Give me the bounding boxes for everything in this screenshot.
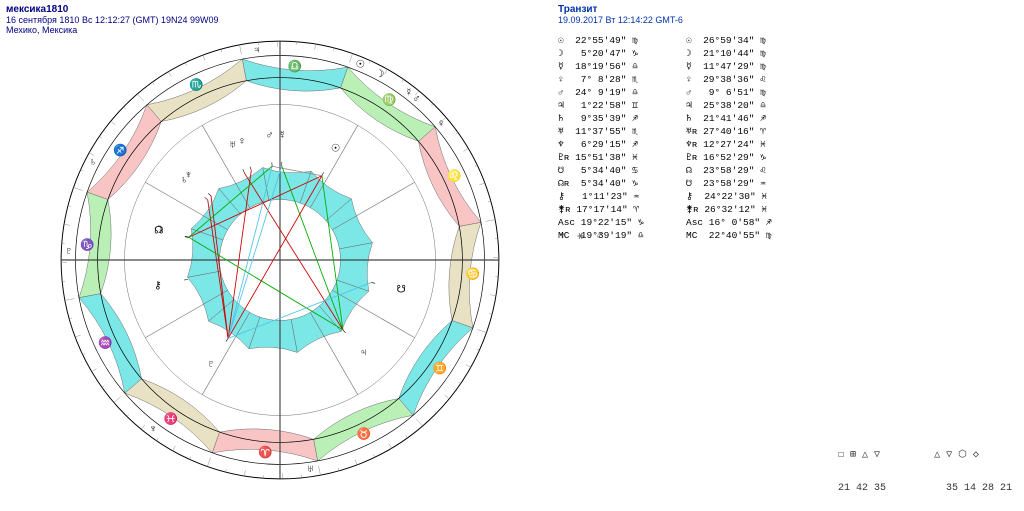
natal-planet-cell: ♀ 7° 8'28" ♏: [558, 73, 686, 86]
transit-planet-cell: Asc 16° 0'58" ♐: [686, 216, 814, 229]
svg-text:♃: ♃: [360, 347, 368, 359]
transit-planet-cell: ♄ 21°41'46" ♐: [686, 112, 814, 125]
transit-planet-cell: ♅ʀ 27°40'16" ♈: [686, 125, 814, 138]
svg-text:♆: ♆: [149, 423, 157, 435]
aspect-glyph-row: ♆ ⚹ ♂: [558, 230, 607, 243]
planet-row: ♂ 24° 9'19" ♎♂ 9° 6'51" ♍: [558, 86, 814, 99]
transit-planet-cell: ☉ 26°59'34" ♍: [686, 34, 814, 47]
planet-row: ⚷ 1°11'23" ♒⚷ 24°22'30" ♓: [558, 190, 814, 203]
transit-planet-cell: ♀ 29°38'36" ♌: [686, 73, 814, 86]
transit-title: Транзит: [558, 4, 683, 15]
svg-text:♂: ♂: [266, 130, 274, 142]
svg-text:♂: ♂: [413, 93, 421, 105]
transit-planet-cell: ♇ʀ 16°52'29" ♑: [686, 151, 814, 164]
svg-text:♎: ♎: [288, 59, 302, 73]
svg-text:♇: ♇: [65, 245, 73, 257]
transit-planet-cell: ♆ʀ 12°27'24" ♓: [686, 138, 814, 151]
svg-text:♒: ♒: [98, 336, 112, 350]
planet-row: ☉ 22°55'49" ♍☉ 26°59'34" ♍: [558, 34, 814, 47]
natal-planet-cell: ♅ 11°37'55" ♏: [558, 125, 686, 138]
svg-text:☉: ☉: [356, 59, 365, 71]
planet-position-table: ☉ 22°55'49" ♍☉ 26°59'34" ♍☽ 5°20'47" ♑☽ …: [558, 34, 814, 242]
svg-text:♐: ♐: [113, 143, 127, 157]
svg-text:☿: ☿: [278, 129, 286, 141]
natal-planet-cell: ♂ 24° 9'19" ♎: [558, 86, 686, 99]
planet-row: ♆ 6°29'15" ♐♆ʀ 12°27'24" ♓: [558, 138, 814, 151]
planet-row: ♀ 7° 8'28" ♏♀ 29°38'36" ♌: [558, 73, 814, 86]
transit-date-line: 19.09.2017 Вт 12:14:22 GMT-6: [558, 15, 683, 25]
natal-title: мексика1810: [6, 4, 219, 15]
natal-planet-cell: ⚵ʀ 17°17'14" ♈: [558, 203, 686, 216]
natal-planet-cell: ☋ 5°34'40" ♋: [558, 164, 686, 177]
svg-text:♋: ♋: [466, 267, 480, 281]
footer-symbol-row: ☐ ⊞ △ ▽ △ ▽ ⬡ ◇ 21 42 35 35 14 28 21: [838, 427, 1012, 505]
svg-text:♑: ♑: [80, 237, 94, 251]
svg-text:♄: ♄: [89, 156, 97, 168]
svg-text:♆: ♆: [185, 169, 193, 181]
natal-planet-cell: Asc 19°22'15" ♑: [558, 216, 686, 229]
planet-row: ☿ 18°19'56" ♎☿ 11°47'29" ♍: [558, 60, 814, 73]
transit-planet-cell: ☽ 21°10'44" ♍: [686, 47, 814, 60]
svg-text:♈: ♈: [258, 445, 272, 459]
svg-text:♀: ♀: [238, 135, 246, 147]
transit-header: Транзит 19.09.2017 Вт 12:14:22 GMT-6: [558, 4, 683, 25]
transit-planet-cell: MC 22°40'55" ♍: [686, 229, 814, 242]
planet-row: ☊ʀ 5°34'40" ♑☋ 23°58'29" ♒: [558, 177, 814, 190]
svg-text:♇: ♇: [207, 358, 215, 370]
transit-planet-cell: ♂ 9° 6'51" ♍: [686, 86, 814, 99]
svg-text:⚷: ⚷: [154, 280, 162, 292]
planet-row: ♄ 9°35'39" ♐♄ 21°41'46" ♐: [558, 112, 814, 125]
footer-numbers: 21 42 35 35 14 28 21: [838, 483, 1012, 494]
natal-planet-cell: ♄ 9°35'39" ♐: [558, 112, 686, 125]
natal-planet-cell: ♆ 6°29'15" ♐: [558, 138, 686, 151]
transit-planet-cell: ⚵ʀ 26°32'12" ♓: [686, 203, 814, 216]
svg-text:☽: ☽: [375, 68, 384, 80]
transit-planet-cell: ☊ 23°58'29" ♌: [686, 164, 814, 177]
transit-planet-cell: ♃ 25°38'20" ♎: [686, 99, 814, 112]
natal-chart-wheel: ♈♉♊♋♌♍♎♏♐♑♒♓☉☽☿♀♂♃♄♅♆♇☊☋⚷☉☽☿♀♂♃♄♅♆♇: [20, 20, 540, 500]
natal-planet-cell: ♃ 1°22'58" ♊: [558, 99, 686, 112]
svg-text:☊: ☊: [154, 224, 164, 236]
transit-planet-cell: ⚷ 24°22'30" ♓: [686, 190, 814, 203]
planet-row: ♃ 1°22'58" ♊♃ 25°38'20" ♎: [558, 99, 814, 112]
svg-text:♊: ♊: [432, 361, 446, 375]
svg-text:♏: ♏: [189, 78, 203, 92]
svg-text:♅: ♅: [307, 463, 315, 475]
natal-planet-cell: ☉ 22°55'49" ♍: [558, 34, 686, 47]
natal-planet-cell: ☿ 18°19'56" ♎: [558, 60, 686, 73]
transit-planet-cell: ☋ 23°58'29" ♒: [686, 177, 814, 190]
svg-text:♅: ♅: [229, 139, 237, 151]
natal-planet-cell: ☽ 5°20'47" ♑: [558, 47, 686, 60]
svg-text:♍: ♍: [382, 92, 396, 106]
svg-text:☉: ☉: [331, 142, 340, 154]
natal-planet-cell: ⚷ 1°11'23" ♒: [558, 190, 686, 203]
svg-text:☿: ☿: [405, 87, 413, 99]
svg-text:♓: ♓: [164, 412, 178, 426]
svg-text:☋: ☋: [397, 284, 407, 296]
planet-row: ⚵ʀ 17°17'14" ♈⚵ʀ 26°32'12" ♓: [558, 203, 814, 216]
svg-text:♀: ♀: [437, 117, 445, 129]
planet-row: ♅ 11°37'55" ♏♅ʀ 27°40'16" ♈: [558, 125, 814, 138]
footer-symbols: ☐ ⊞ △ ▽ △ ▽ ⬡ ◇: [838, 449, 1012, 461]
svg-text:♉: ♉: [357, 426, 371, 440]
planet-row: Asc 19°22'15" ♑Asc 16° 0'58" ♐: [558, 216, 814, 229]
svg-text:♌: ♌: [447, 168, 461, 182]
planet-row: ♇ʀ 15°51'38" ♓♇ʀ 16°52'29" ♑: [558, 151, 814, 164]
transit-planet-cell: ☿ 11°47'29" ♍: [686, 60, 814, 73]
planet-row: ☽ 5°20'47" ♑☽ 21°10'44" ♍: [558, 47, 814, 60]
natal-planet-cell: ♇ʀ 15°51'38" ♓: [558, 151, 686, 164]
natal-planet-cell: ☊ʀ 5°34'40" ♑: [558, 177, 686, 190]
svg-text:♃: ♃: [253, 44, 261, 56]
planet-row: ☋ 5°34'40" ♋☊ 23°58'29" ♌: [558, 164, 814, 177]
